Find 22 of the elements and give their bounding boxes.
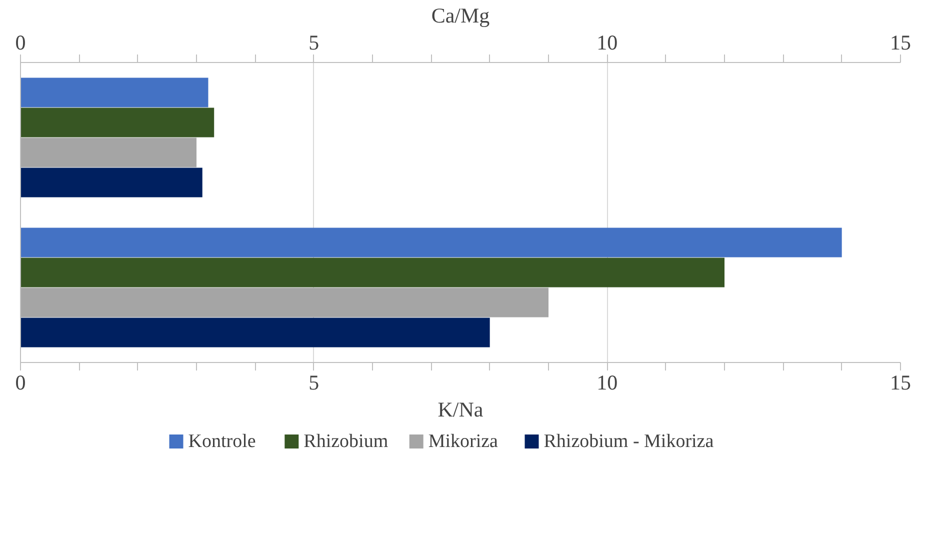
bar (20, 138, 196, 168)
x-axis-title: K/Na (438, 398, 484, 422)
x2-axis-title: Ca/Mg (431, 4, 490, 28)
bar (20, 228, 842, 258)
bar (20, 258, 724, 288)
legend-label: Rhizobium - Mikoriza (544, 431, 714, 452)
legend-label: Mikoriza (428, 431, 499, 452)
bar (20, 288, 548, 318)
bar (20, 108, 214, 138)
bar (20, 318, 490, 348)
x2-tick-label: 0 (15, 370, 26, 394)
legend-label: Rhizobium (304, 431, 388, 452)
bar (20, 168, 202, 198)
x2-tick-label: 15 (890, 370, 911, 394)
legend-label: Kontrole (188, 431, 256, 452)
x-tick-label: 10 (596, 30, 618, 54)
x-tick-label: 0 (15, 30, 26, 54)
x-tick-label: 15 (890, 30, 911, 54)
bar (20, 78, 208, 108)
x2-tick-label: 10 (596, 370, 618, 394)
x-tick-label: 5 (308, 30, 320, 54)
x2-tick-label: 5 (308, 370, 320, 394)
